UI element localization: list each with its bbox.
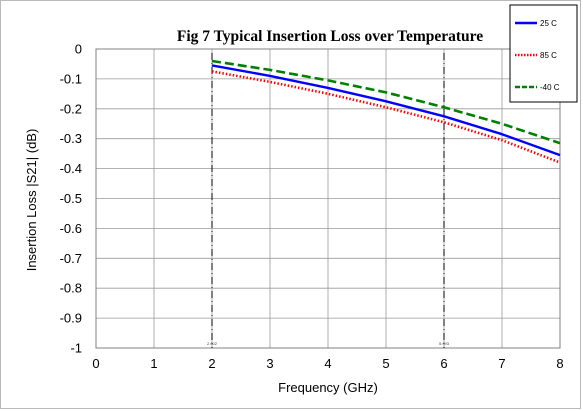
series-line-40c — [211, 59, 561, 145]
y-tick-label: -0.2 — [60, 101, 82, 116]
y-tick-label: -0.5 — [60, 191, 82, 206]
legend-label: 25 C — [540, 19, 557, 28]
chart-title: Fig 7 Typical Insertion Loss over Temper… — [177, 28, 483, 45]
x-tick-labels: 0 1 2 3 4 5 6 7 8 — [92, 356, 563, 371]
y-tick-label: -0.9 — [60, 311, 82, 326]
y-tick-label: -0.4 — [60, 161, 82, 176]
x-tick-label: 0 — [92, 356, 99, 371]
x-tick-label: 5 — [382, 356, 389, 371]
y-tick-label: -0.7 — [60, 251, 82, 266]
x-tick-label: 2 — [208, 356, 215, 371]
x-tick-label: 3 — [266, 356, 273, 371]
y-tick-label: -0.8 — [60, 281, 82, 296]
y-axis-title: Insertion Loss |S21| (dB) — [24, 129, 39, 272]
legend: 25 C 85 C -40 C — [509, 4, 578, 103]
legend-label: 85 C — [540, 51, 557, 60]
y-tick-label: -1 — [70, 341, 82, 356]
x-tick-label: 7 — [498, 356, 505, 371]
x-tick-label: 1 — [150, 356, 157, 371]
vertical-marker-label: 5.993 — [439, 341, 450, 346]
series-line-85c — [211, 70, 561, 164]
y-tick-label: -0.3 — [60, 131, 82, 146]
series-line-25c — [211, 64, 561, 157]
y-tick-label: 0 — [75, 42, 82, 57]
vertical-markers: 2.002 5.993 — [207, 53, 450, 348]
x-tick-label: 8 — [556, 356, 563, 371]
x-axis-title: Frequency (GHz) — [278, 380, 378, 395]
plot-area — [95, 48, 561, 349]
legend-label: -40 C — [540, 83, 560, 92]
x-tick-label: 4 — [324, 356, 331, 371]
y-tick-label: -0.1 — [60, 71, 82, 86]
series-lines — [211, 59, 561, 164]
x-tick-label: 6 — [440, 356, 447, 371]
vertical-marker-label: 2.002 — [207, 341, 218, 346]
grid — [95, 48, 561, 349]
y-tick-label: -0.6 — [60, 221, 82, 236]
legend-box — [509, 4, 578, 103]
y-tick-labels: 0 -0.1 -0.2 -0.3 -0.4 -0.5 -0.6 -0.7 -0.8 -0.9 -1 — [60, 42, 82, 356]
